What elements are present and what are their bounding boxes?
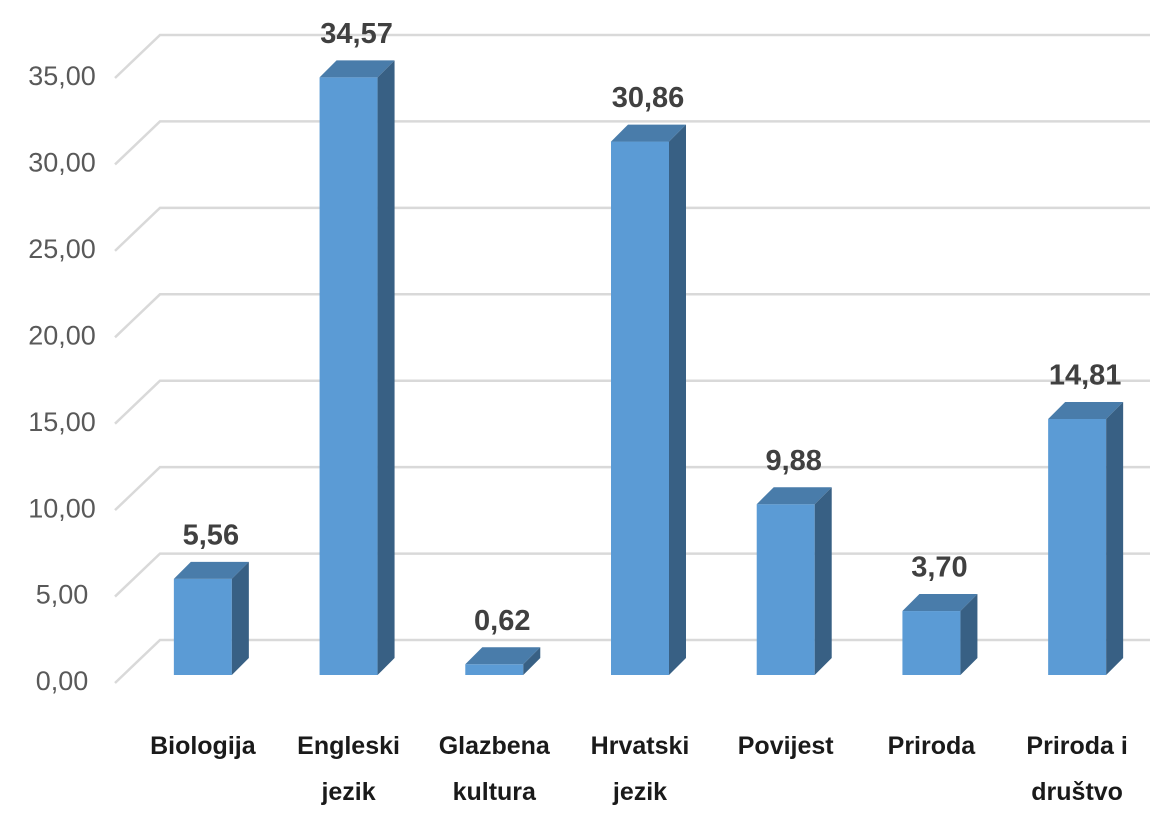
x-tick-label: Biologija bbox=[150, 732, 256, 760]
value-label: 14,81 bbox=[1049, 360, 1122, 392]
bar-front bbox=[902, 611, 961, 675]
grid-line bbox=[114, 33, 1150, 79]
bar-top bbox=[902, 594, 978, 612]
y-tick-label: 15,00 bbox=[28, 407, 96, 437]
value-label: 30,86 bbox=[612, 82, 685, 114]
bar-front bbox=[1048, 418, 1107, 675]
grid-line bbox=[114, 293, 1150, 339]
x-tick-label: Priroda i društvo bbox=[1026, 732, 1128, 806]
y-tick-label: 10,00 bbox=[28, 493, 96, 523]
y-tick-label: 0,00 bbox=[36, 666, 89, 696]
bar-top bbox=[173, 561, 249, 579]
x-tick-label: Hrvatski jezik bbox=[590, 732, 690, 806]
bar-top bbox=[756, 487, 832, 505]
value-label: 3,70 bbox=[911, 552, 967, 584]
bar bbox=[465, 647, 541, 675]
bar-front bbox=[756, 504, 815, 675]
grid-line bbox=[114, 206, 1150, 252]
value-label: 0,62 bbox=[474, 605, 530, 637]
bar-front bbox=[173, 578, 232, 675]
x-tick-label: Priroda bbox=[887, 732, 976, 760]
value-label: 34,57 bbox=[320, 18, 393, 50]
bar-side bbox=[960, 594, 978, 675]
bar-front bbox=[465, 664, 524, 675]
x-tick-label: Povijest bbox=[737, 732, 834, 760]
bar-front bbox=[611, 141, 669, 675]
bar bbox=[319, 60, 395, 675]
y-tick-label: 25,00 bbox=[28, 234, 96, 264]
bar-side bbox=[523, 647, 541, 675]
bar-side bbox=[1106, 401, 1124, 675]
bar bbox=[173, 561, 249, 675]
grid-line bbox=[114, 120, 1150, 166]
y-tick-label: 30,00 bbox=[28, 148, 96, 178]
grid-line bbox=[114, 465, 1150, 512]
bar-front bbox=[319, 77, 378, 675]
x-tick-label: Glazbena kultura bbox=[438, 732, 550, 806]
bar-top bbox=[465, 647, 541, 665]
bar bbox=[756, 487, 832, 675]
grid-line bbox=[114, 379, 1150, 425]
y-tick-label: 20,00 bbox=[28, 320, 96, 350]
bar-side bbox=[814, 487, 832, 675]
x-tick-label: Engleski jezik bbox=[297, 732, 400, 806]
bar-top bbox=[611, 124, 686, 142]
y-tick-label: 5,00 bbox=[36, 580, 89, 610]
y-tick-label: 35,00 bbox=[28, 61, 96, 91]
bar-side bbox=[377, 60, 395, 675]
bar bbox=[902, 594, 978, 675]
value-label: 5,56 bbox=[183, 520, 239, 552]
bar-side bbox=[669, 124, 686, 675]
bar bbox=[611, 124, 686, 675]
value-label: 9,88 bbox=[765, 445, 821, 477]
bar-top bbox=[1048, 401, 1124, 419]
bar-side bbox=[231, 561, 249, 675]
bar bbox=[1048, 401, 1124, 675]
bar-top bbox=[319, 60, 395, 78]
